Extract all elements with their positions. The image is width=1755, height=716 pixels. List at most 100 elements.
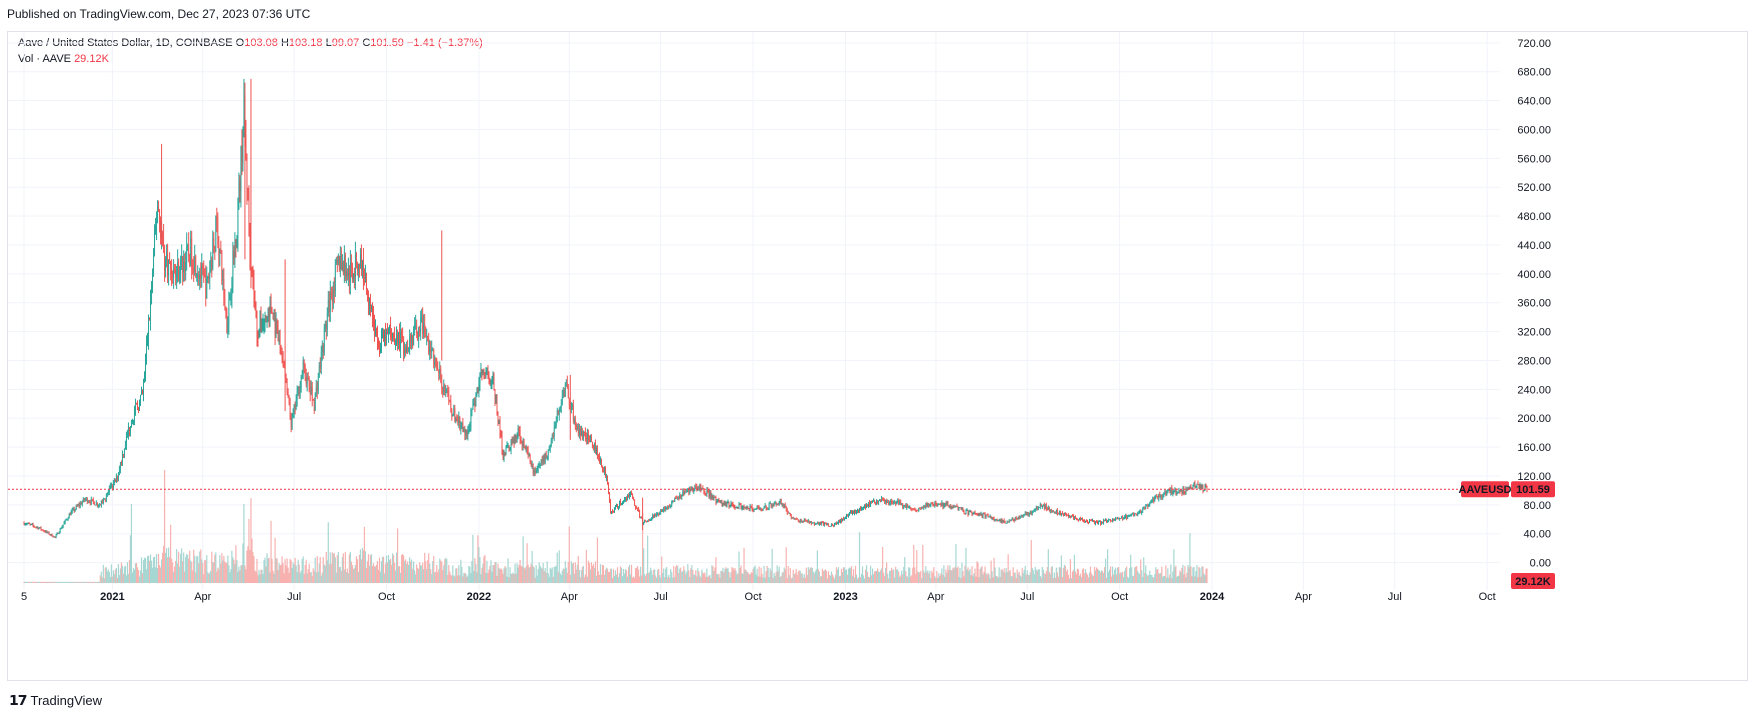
volume-bar — [55, 581, 57, 583]
candle-body — [1142, 508, 1144, 511]
candle-body — [1139, 511, 1141, 513]
x-tick-label: 5 — [21, 591, 27, 603]
volume-bar — [835, 567, 838, 583]
candle-body — [510, 440, 512, 449]
volume-bar — [330, 563, 332, 583]
volume-label[interactable]: Vol · AAVE — [18, 53, 71, 65]
volume-bar — [122, 573, 125, 583]
candle-body — [1170, 487, 1172, 494]
candle-body — [97, 505, 99, 507]
volume-bar — [727, 568, 729, 583]
volume-bar — [1084, 569, 1087, 583]
volume-bar — [1134, 567, 1136, 583]
volume-bar — [407, 561, 409, 583]
volume-bar — [230, 569, 232, 583]
candle-body — [370, 301, 371, 310]
volume-bar — [876, 570, 878, 583]
volume-bar — [441, 561, 443, 583]
volume-row: Vol · AAVE 29.12K — [18, 51, 483, 67]
volume-bar — [670, 568, 672, 583]
volume-bar — [1182, 564, 1184, 583]
volume-bar — [572, 562, 574, 583]
volume-bar — [71, 581, 73, 583]
candle-body — [1152, 497, 1154, 501]
volume-bar — [833, 578, 836, 583]
time-axis: 5 2021 Apr Jul Oct 2022 Apr Jul Oct 2023 Apr Jul Oct… — [21, 591, 1496, 603]
volume-bar — [511, 573, 513, 583]
volume-bar — [769, 568, 771, 583]
candle-body — [65, 519, 67, 521]
volume-bar — [426, 568, 428, 583]
candle-body — [763, 506, 765, 509]
volume-bar — [190, 560, 192, 583]
candle-body — [616, 504, 617, 506]
candle-body — [164, 248, 165, 271]
candle-body — [819, 521, 821, 525]
candle-body — [319, 365, 321, 368]
candle-body — [891, 501, 893, 503]
volume-bar — [757, 576, 759, 583]
candle-body — [611, 511, 612, 514]
volume-bar — [333, 553, 335, 583]
volume-bar — [740, 565, 742, 583]
candle-body — [303, 360, 305, 366]
volume-bar — [452, 565, 454, 583]
candle-body — [190, 238, 192, 265]
volume-bar — [499, 569, 501, 583]
volume-bar — [400, 554, 403, 583]
candle-body — [881, 498, 883, 502]
volume-bar — [493, 565, 495, 583]
volume-bar — [94, 581, 96, 583]
candle-body — [687, 489, 689, 491]
volume-bar — [186, 554, 188, 583]
candle-body — [321, 345, 323, 352]
candle-body — [1200, 484, 1202, 487]
candle-body — [915, 509, 917, 511]
candle-body — [975, 513, 977, 514]
candle-body — [822, 522, 824, 525]
volume-bar — [693, 574, 695, 583]
volume-bar — [1032, 570, 1034, 583]
volume-bar — [1014, 572, 1016, 583]
candle-body — [1146, 505, 1148, 507]
candle-body — [199, 274, 201, 279]
volume-bar — [520, 565, 522, 583]
candle-body — [759, 509, 761, 511]
candle-body — [175, 269, 177, 278]
candle-body — [128, 427, 129, 435]
volume-bar — [1102, 573, 1105, 583]
candle-body — [935, 503, 937, 505]
candle-body — [956, 505, 958, 507]
candle-body — [452, 414, 454, 416]
volume-bar — [454, 576, 456, 583]
volume-bar — [764, 577, 766, 583]
volume-bar — [123, 566, 126, 583]
candle-body — [317, 377, 319, 391]
volume-bar — [233, 559, 235, 583]
candle-body — [602, 467, 603, 469]
volume-bar — [909, 567, 911, 583]
volume-bar — [277, 570, 279, 583]
candle-body — [344, 255, 346, 276]
volume-bar — [804, 577, 806, 583]
candle-body — [1204, 485, 1206, 491]
candle-body — [471, 409, 473, 414]
volume-bar — [925, 566, 927, 583]
candle-body — [991, 517, 993, 519]
volume-bar — [1039, 575, 1041, 583]
candle-body — [929, 505, 931, 507]
volume-bar — [917, 571, 919, 583]
candle-body — [775, 502, 777, 505]
volume-bar — [941, 568, 943, 583]
candle-body — [136, 403, 137, 405]
candle-body — [72, 508, 74, 510]
candle-body — [623, 500, 624, 503]
volume-bar — [713, 571, 715, 583]
candle-body — [773, 503, 775, 505]
candle-body — [1002, 520, 1004, 523]
candle-body — [70, 511, 72, 516]
volume-bar — [718, 573, 720, 583]
candle-body — [1074, 516, 1075, 519]
footer-brand[interactable]: 𝟭𝟳 TradingView — [9, 692, 102, 709]
